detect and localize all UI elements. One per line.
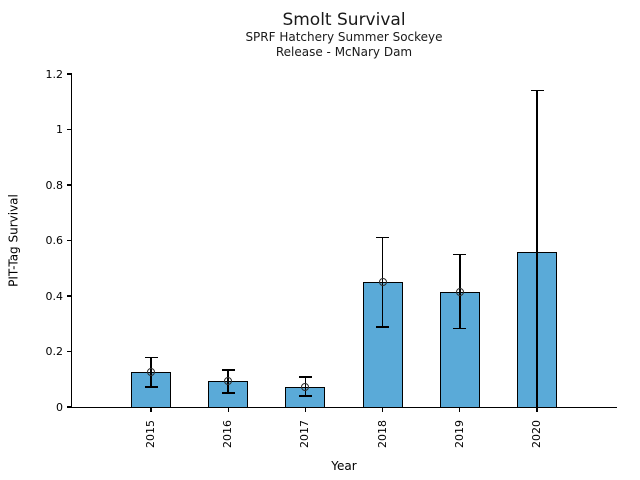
x-tick-mark [150, 408, 152, 412]
y-tick-label: 0.8 [45, 178, 64, 192]
point-marker [147, 367, 155, 376]
y-tick-label: 0.6 [45, 234, 64, 247]
y-tick-label: 0.2 [45, 345, 64, 358]
y-tick-mark [67, 73, 72, 75]
y-tick-label: 1.2 [45, 67, 64, 81]
x-tick-label: 2017 [298, 420, 312, 448]
chart-subtitle-line-1: SPRF Hatchery Summer Sockeye [245, 30, 443, 44]
error-bar-line [536, 90, 538, 407]
x-tick-mark [536, 408, 538, 412]
error-bar-cap-top [530, 89, 544, 92]
y-tick-mark [67, 406, 72, 408]
y-axis-spine [71, 74, 73, 408]
point-marker [301, 382, 310, 391]
y-tick-mark [67, 184, 72, 186]
title-block: Smolt Survival SPRF Hatchery Summer Sock… [49, 10, 639, 60]
y-tick-mark [67, 128, 72, 131]
chart-title: Smolt Survival [282, 10, 406, 30]
x-axis-label: Year [331, 459, 357, 473]
error-bar-cap-top [376, 236, 390, 239]
point-marker [455, 287, 464, 296]
x-tick-mark [304, 408, 307, 412]
error-bar-cap-bottom [453, 327, 467, 330]
y-tick-mark [67, 295, 72, 297]
point-marker [378, 277, 387, 286]
error-bar-cap-top [453, 253, 467, 256]
error-bar-cap-top [221, 369, 235, 371]
error-bar-cap-top [144, 356, 158, 359]
x-tick-label: 2020 [530, 420, 543, 448]
x-tick-label: 2016 [221, 420, 235, 448]
y-tick-label: 0 [56, 400, 63, 414]
x-tick-mark [459, 408, 461, 412]
x-tick-mark [381, 408, 384, 412]
x-tick-label: 2019 [452, 420, 466, 448]
error-bar-cap-bottom [376, 326, 390, 328]
y-tick-mark [67, 239, 72, 242]
chart-subtitle-line-2: Release - McNary Dam [275, 45, 413, 59]
y-tick-label: 1 [56, 123, 63, 136]
x-tick-mark [227, 408, 229, 412]
error-bar-cap-bottom [298, 395, 312, 397]
x-tick-label: 2018 [375, 420, 389, 448]
x-axis-spine [71, 407, 617, 409]
point-marker [224, 376, 233, 385]
error-bar-cap-bottom [144, 386, 158, 388]
x-tick-label: 2015 [144, 420, 157, 448]
y-tick-mark [67, 350, 72, 353]
error-bar-cap-top [298, 376, 312, 378]
error-bar-cap-bottom [221, 392, 235, 394]
y-tick-label: 0.4 [45, 289, 64, 303]
y-axis-label: PIT-Tag Survival [6, 194, 21, 287]
